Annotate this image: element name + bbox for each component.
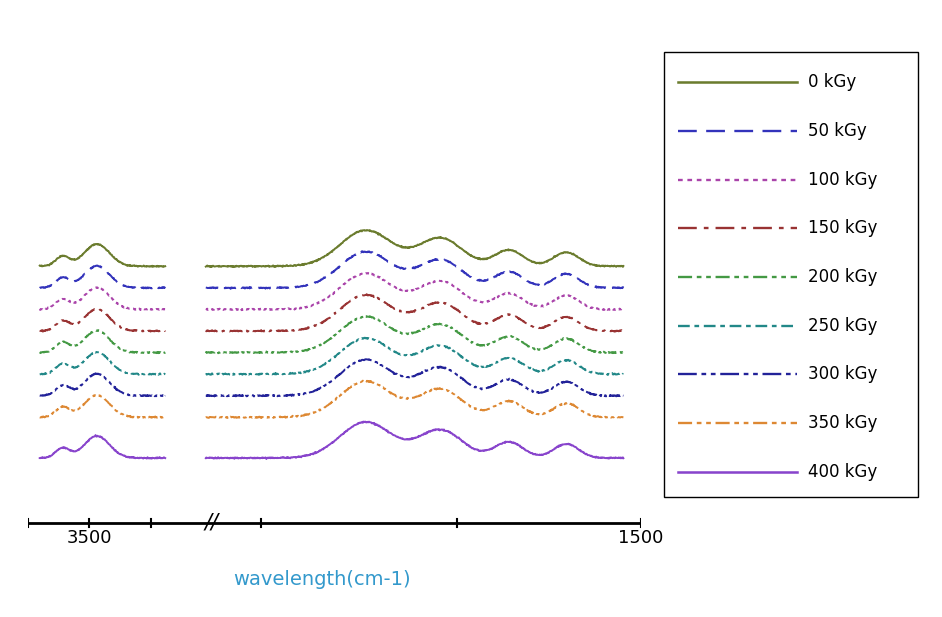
Text: 250 kGy: 250 kGy [808,317,878,334]
Text: wavelength(cm-1): wavelength(cm-1) [234,569,411,589]
Text: 50 kGy: 50 kGy [808,122,867,140]
Text: 150 kGy: 150 kGy [808,219,878,238]
Text: 1500: 1500 [618,529,663,547]
Text: 100 kGy: 100 kGy [808,170,878,189]
Text: 400 kGy: 400 kGy [808,463,878,481]
Text: //: // [205,513,219,533]
Text: 3500: 3500 [67,529,112,547]
Text: 200 kGy: 200 kGy [808,268,878,286]
Text: 0 kGy: 0 kGy [808,73,856,91]
Text: 300 kGy: 300 kGy [808,365,878,383]
Text: 350 kGy: 350 kGy [808,414,878,432]
